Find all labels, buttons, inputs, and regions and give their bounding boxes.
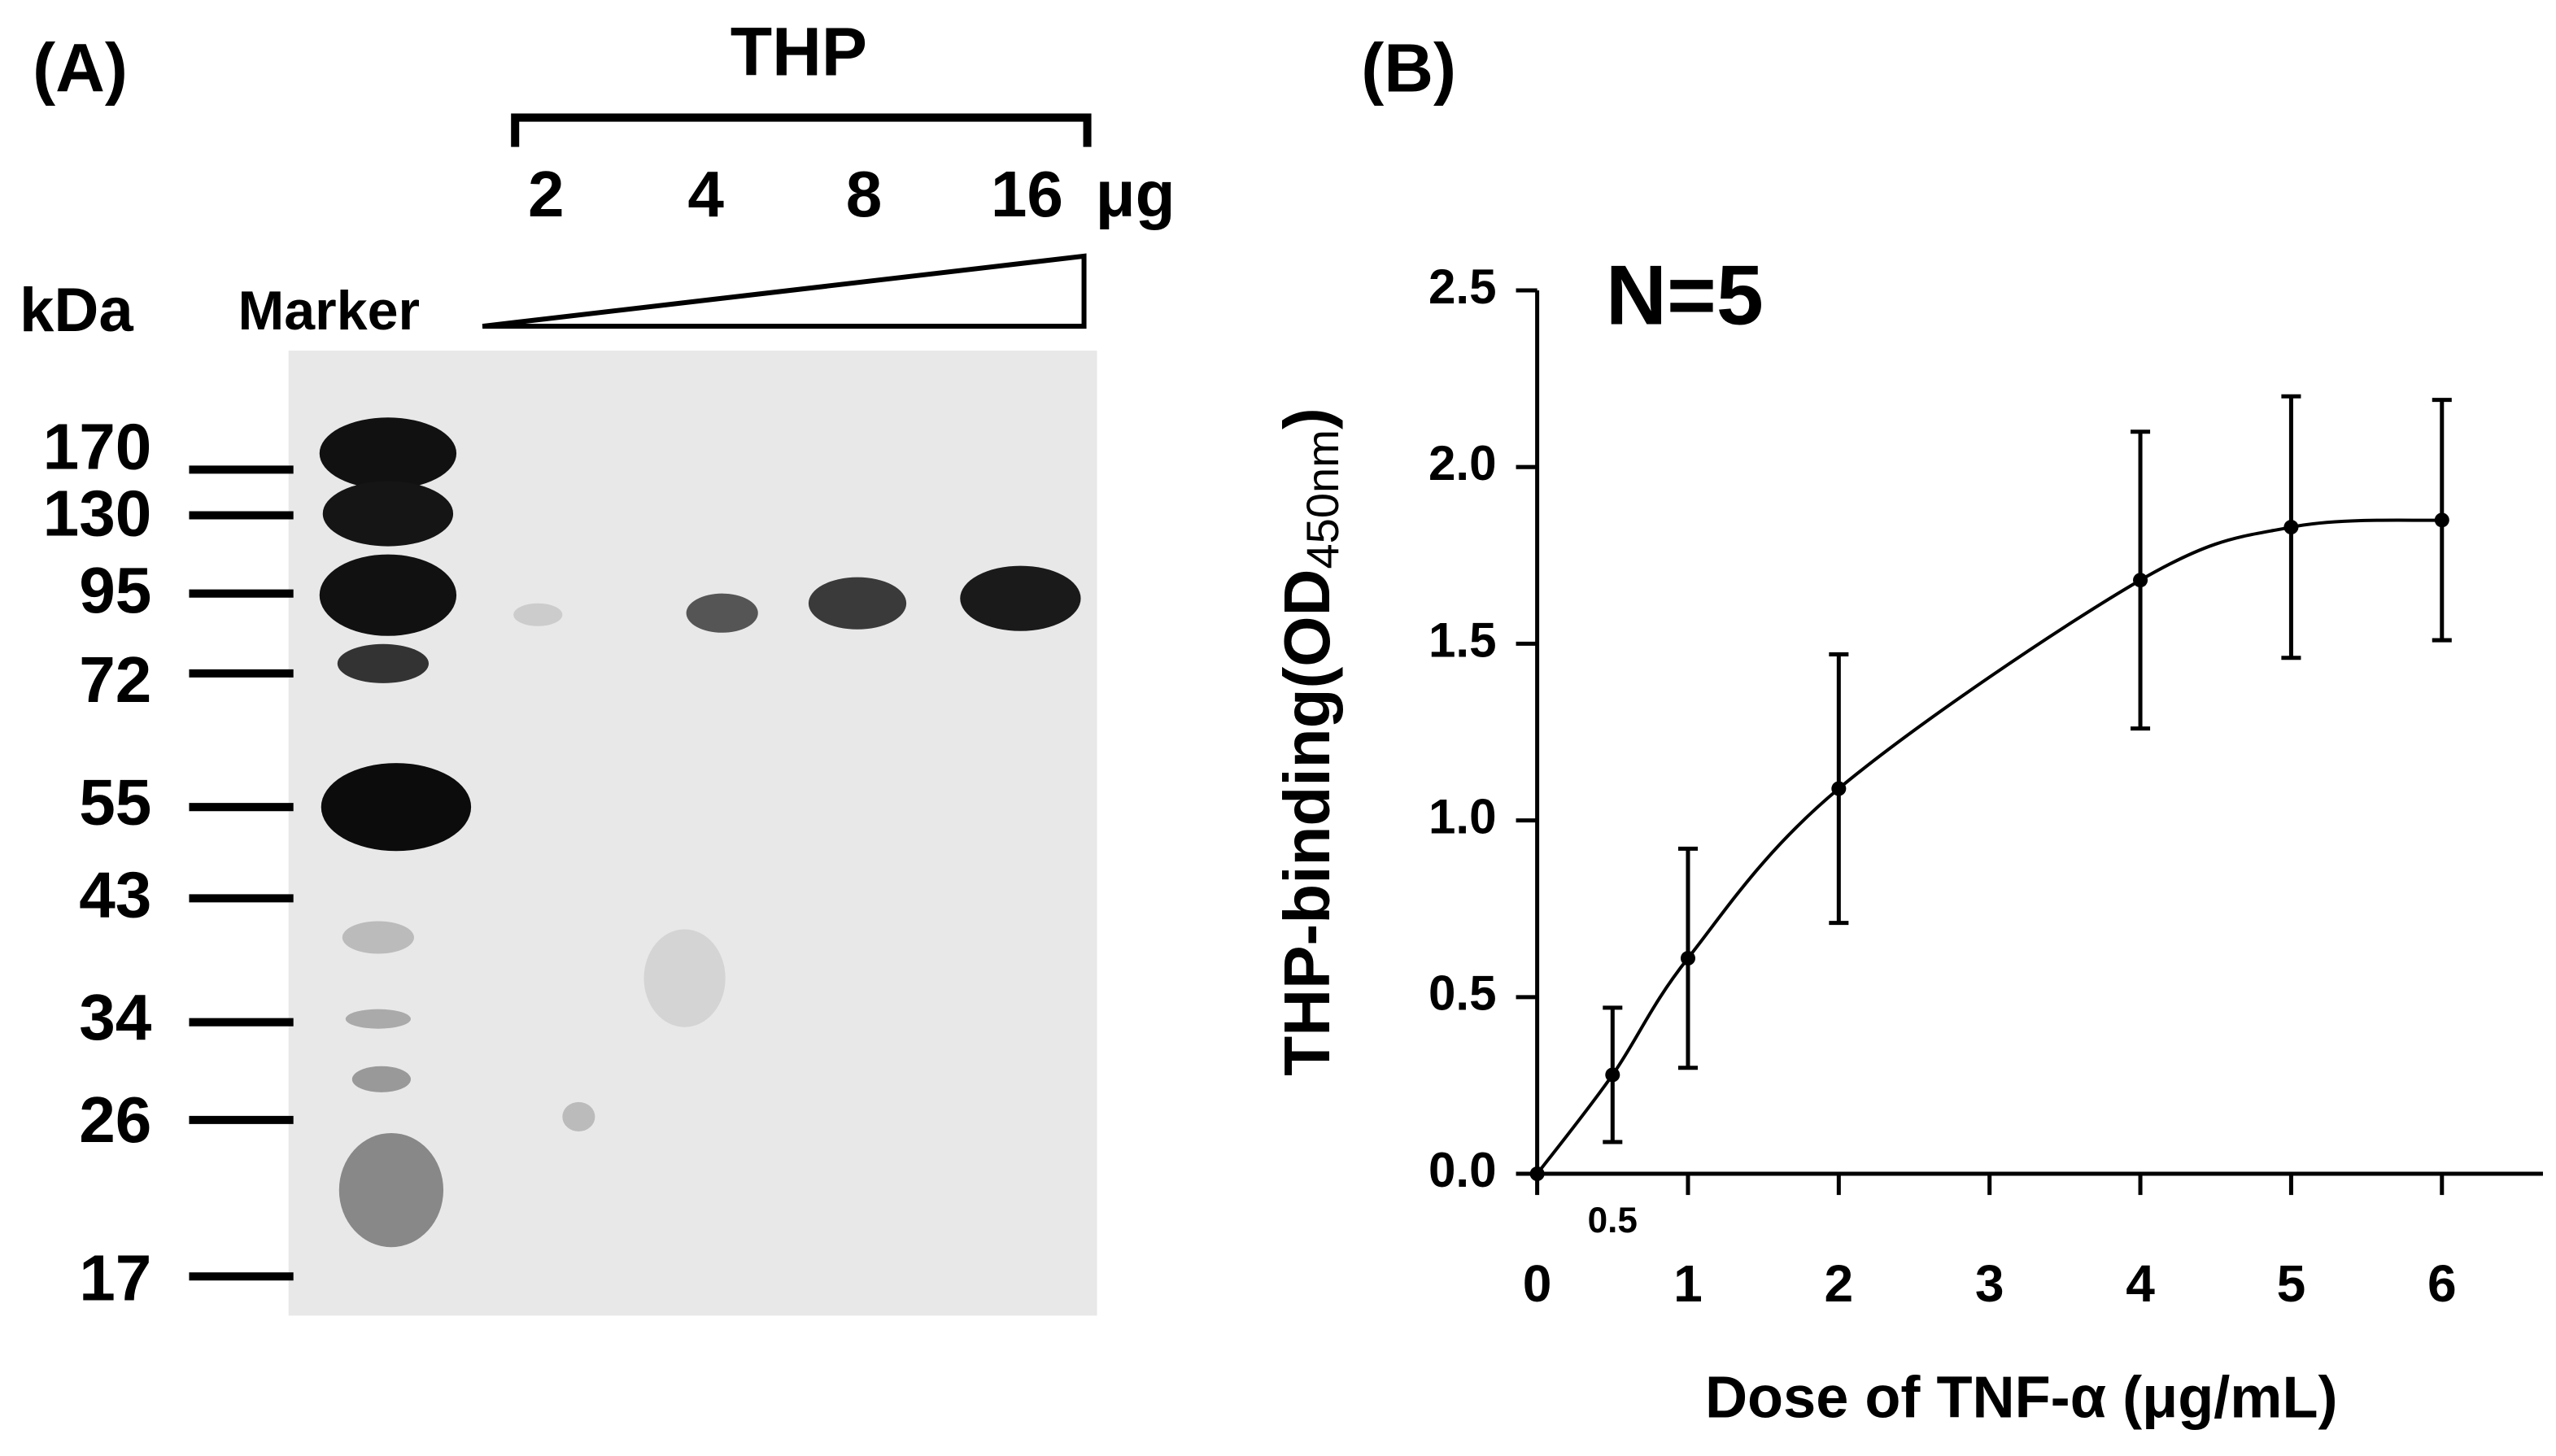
amount-label: 4 (687, 157, 724, 230)
x-tick-label: 2 (1825, 1254, 1854, 1313)
size-label: 17 (79, 1240, 151, 1314)
amount-label: 16 (991, 157, 1063, 230)
amount-unit: μg (1096, 157, 1175, 230)
x-tick-label: 1 (1673, 1254, 1703, 1313)
x-tick-label: 4 (2126, 1254, 2155, 1313)
y-tick-label: 2.0 (1428, 436, 1497, 490)
gradient-triangle (482, 253, 1087, 329)
bracket (511, 113, 1092, 147)
size-label: 170 (43, 410, 152, 483)
data-point (1680, 951, 1695, 966)
x-tick-label: 5 (2277, 1254, 2306, 1313)
x-tick-label: 6 (2427, 1254, 2457, 1313)
size-label: 43 (79, 858, 151, 931)
size-unit: kDa (20, 276, 133, 345)
size-label: 55 (79, 765, 151, 838)
data-point (1529, 1166, 1545, 1182)
panel-label: (B) (1361, 30, 1456, 107)
size-label: 34 (79, 980, 152, 1053)
y-tick-label: 1.0 (1428, 789, 1497, 844)
y-tick-label: 0.0 (1428, 1143, 1497, 1197)
size-label: 130 (43, 477, 152, 550)
y-label-text: THP-binding(OD (1270, 569, 1343, 1076)
x-tick-label: 0.5 (1588, 1201, 1638, 1240)
size-label: 72 (79, 643, 151, 716)
x-axis-label: Dose of TNF-α (μg/mL) (1705, 1366, 2338, 1431)
annotation: N=5 (1606, 249, 1764, 343)
y-tick-label: 0.5 (1428, 966, 1497, 1021)
size-label: 26 (79, 1083, 151, 1156)
data-line (1536, 518, 2442, 1175)
size-label: 95 (79, 553, 151, 626)
panel-label: (A) (33, 30, 128, 107)
y-axis-label: THP-binding(OD450nm) (1270, 408, 1347, 1075)
y-label-text: ) (1270, 408, 1343, 429)
marker-label: Marker (238, 280, 420, 342)
data-point (2283, 520, 2299, 535)
amount-label: 2 (528, 157, 565, 230)
data-point (2434, 512, 2449, 528)
y-tick-label: 2.5 (1428, 259, 1497, 314)
y-label-sub: 450nm (1297, 429, 1348, 569)
data-point (1605, 1067, 1620, 1083)
y-tick-label: 1.5 (1428, 612, 1497, 667)
blot (288, 351, 1097, 1316)
x-tick-label: 3 (1975, 1254, 2004, 1313)
data-point (1831, 781, 1847, 796)
x-tick-label: 0 (1523, 1254, 1552, 1313)
amount-label: 8 (846, 157, 883, 230)
group-label: THP (731, 14, 867, 90)
data-point (2133, 573, 2148, 588)
